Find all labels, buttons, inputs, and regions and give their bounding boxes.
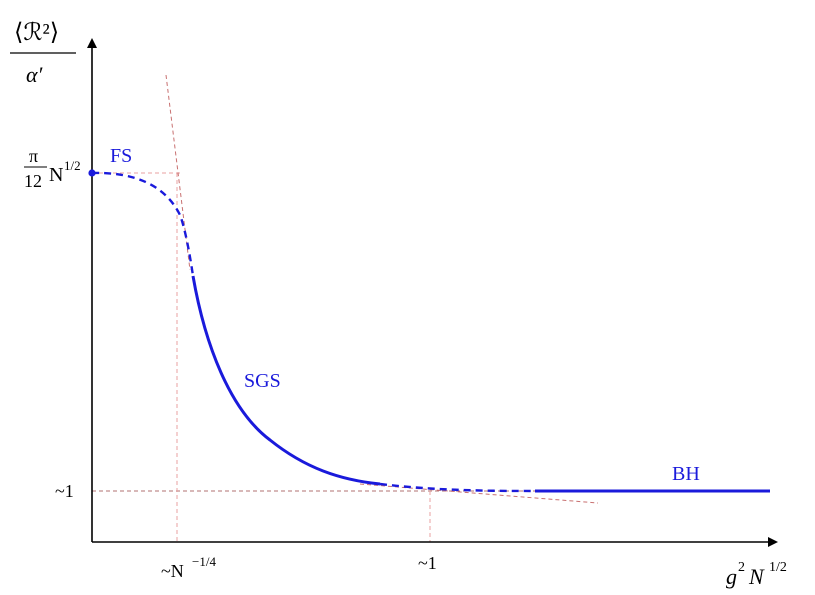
label-fs: FS [110, 145, 132, 167]
asymptote-tail [359, 483, 599, 504]
x-axis-title-n-exponent: 1/2 [769, 560, 787, 575]
curve-fs-dashed [91, 171, 195, 277]
y-axis-title-numerator: ⟨ℛ²⟩ [14, 20, 59, 46]
x-tick-n-quarter: ~N −1/4 [161, 554, 216, 581]
curve-sgs [191, 275, 381, 486]
x-axis-title-n: N [748, 564, 765, 589]
y-axis-title-denominator: α′ [26, 62, 44, 87]
x-axis-title-g-exponent: 2 [738, 560, 745, 575]
y-tick-fs-denominator: 12 [24, 171, 42, 191]
curve-transition-dashed [379, 482, 536, 493]
x-tick-n-quarter-main: ~N [161, 561, 184, 581]
x-axis-title-g: g [726, 564, 737, 589]
x-tick-one: ~1 [418, 553, 437, 573]
label-bh: BH [672, 463, 700, 485]
x-axis-title: g 2 N 1/2 [726, 560, 787, 589]
x-tick-n-quarter-exponent: −1/4 [192, 554, 216, 569]
label-sgs: SGS [244, 370, 281, 392]
y-tick-fs-level: π 12 N 1/2 [24, 146, 81, 191]
y-axis-title: ⟨ℛ²⟩ α′ [10, 20, 76, 87]
y-tick-fs-exponent: 1/2 [64, 158, 81, 173]
y-tick-one: ~1 [55, 481, 74, 501]
y-tick-fs-main: N [49, 164, 63, 186]
y-tick-fs-pi: π [29, 146, 38, 166]
